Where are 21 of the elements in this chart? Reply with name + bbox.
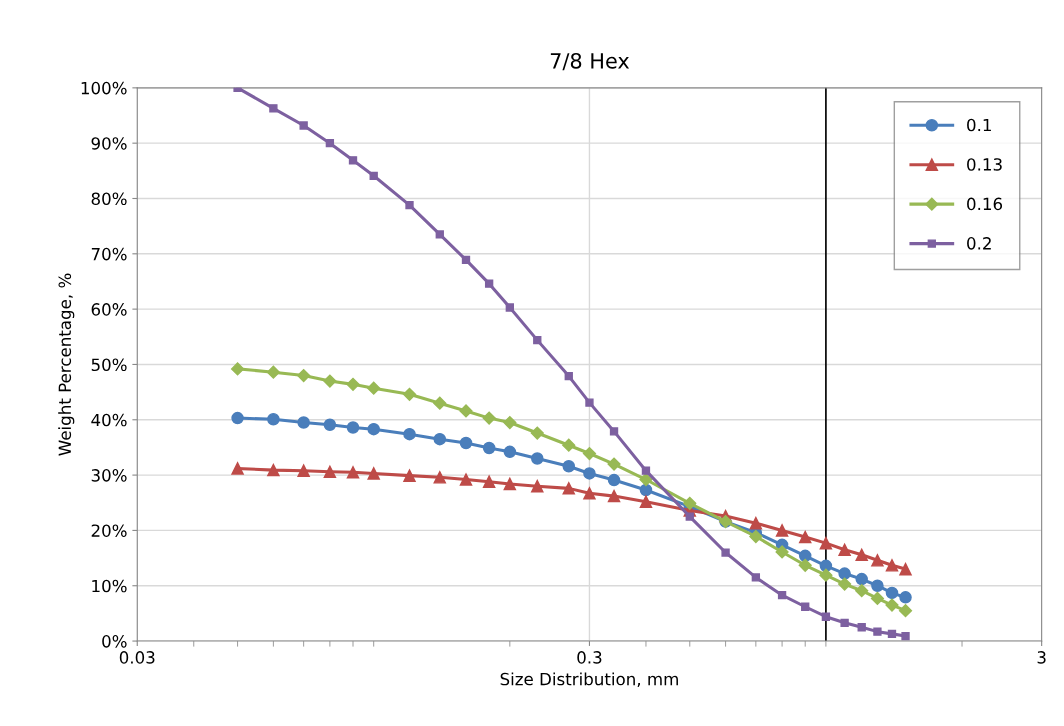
legend-label: 0.13 xyxy=(967,158,1002,171)
chart-title: 7/8 Hex xyxy=(550,52,630,71)
x-tick-label: 3 xyxy=(1037,651,1046,664)
y-tick-label: 100% xyxy=(81,81,127,95)
y-tick-label: 10% xyxy=(92,579,127,593)
y-axis-title: Weight Percentage, % xyxy=(58,273,75,456)
y-tick-label: 50% xyxy=(91,358,127,372)
y-tick-label: 0% xyxy=(102,635,127,648)
y-tick-label: 40% xyxy=(91,413,127,427)
y-tick-label: 90% xyxy=(91,137,127,150)
y-tick-label: 30% xyxy=(91,469,127,482)
x-tick-label: 0.3 xyxy=(577,651,602,664)
legend-label: 0.2 xyxy=(967,237,991,250)
y-tick-label: 80% xyxy=(91,192,127,206)
y-tick-label: 60% xyxy=(91,303,127,316)
x-axis-title: Size Distribution, mm xyxy=(500,672,678,688)
y-tick-label: 70% xyxy=(91,247,127,261)
y-tick-label: 20% xyxy=(91,524,127,537)
legend-label: 0.1 xyxy=(967,118,991,132)
legend-label: 0.16 xyxy=(967,197,1003,211)
x-tick-label: 0.03 xyxy=(119,651,155,664)
